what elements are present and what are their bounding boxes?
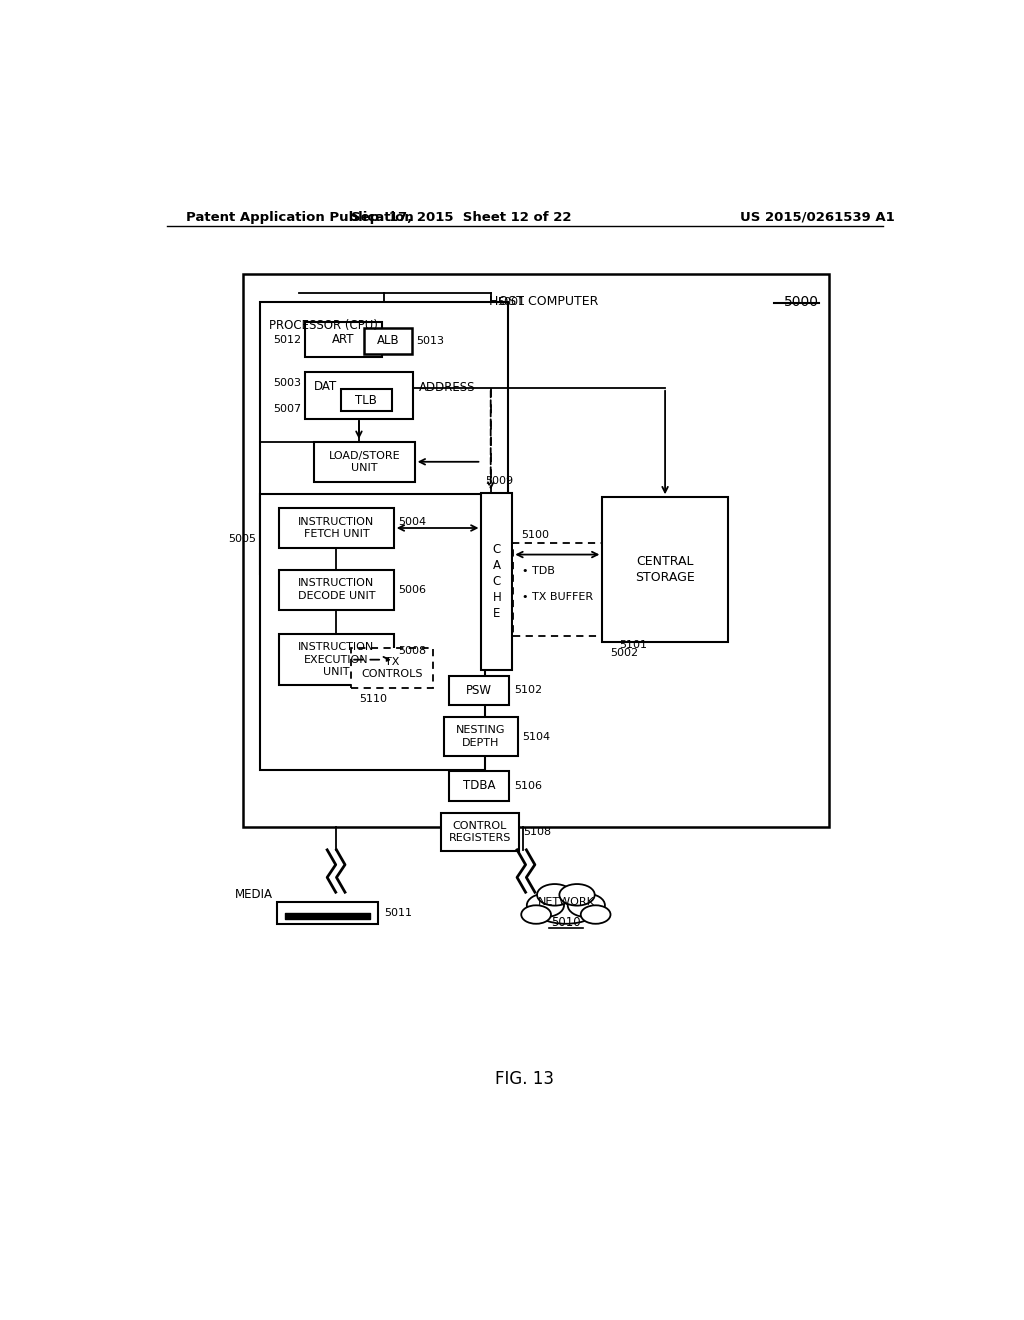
Text: DAT: DAT xyxy=(314,380,337,393)
Bar xyxy=(305,322,382,358)
Text: HOST COMPUTER: HOST COMPUTER xyxy=(489,296,598,309)
Bar xyxy=(513,544,615,636)
Text: C
A
C
H
E: C A C H E xyxy=(493,543,502,619)
Text: PSW: PSW xyxy=(466,684,493,697)
Text: 5010: 5010 xyxy=(551,916,581,929)
Bar xyxy=(365,327,413,354)
Text: 5012: 5012 xyxy=(272,335,301,345)
Bar xyxy=(276,903,378,924)
Text: NETWORK: NETWORK xyxy=(538,898,594,907)
Text: 5102: 5102 xyxy=(514,685,542,694)
Ellipse shape xyxy=(581,906,610,924)
Bar xyxy=(280,570,394,610)
Text: 5006: 5006 xyxy=(397,585,426,594)
Text: 5009: 5009 xyxy=(485,477,513,487)
Text: Sep. 17, 2015  Sheet 12 of 22: Sep. 17, 2015 Sheet 12 of 22 xyxy=(351,211,571,224)
Text: 5011: 5011 xyxy=(384,908,412,917)
Bar xyxy=(441,813,518,851)
Text: LOAD/STORE
UNIT: LOAD/STORE UNIT xyxy=(329,450,400,473)
Text: 5000: 5000 xyxy=(784,296,819,309)
Text: US 2015/0261539 A1: US 2015/0261539 A1 xyxy=(740,211,895,224)
Text: INSTRUCTION
DECODE UNIT: INSTRUCTION DECODE UNIT xyxy=(298,578,375,601)
Bar xyxy=(351,648,432,688)
Text: ADDRESS: ADDRESS xyxy=(420,381,476,395)
Text: 5001: 5001 xyxy=(497,297,525,308)
Text: INSTRUCTION
FETCH UNIT: INSTRUCTION FETCH UNIT xyxy=(298,517,375,539)
Text: INSTRUCTION
EXECUTION
UNIT: INSTRUCTION EXECUTION UNIT xyxy=(298,643,375,677)
Bar xyxy=(449,771,509,800)
Ellipse shape xyxy=(559,884,595,906)
Text: 5101: 5101 xyxy=(620,640,647,649)
Text: 5110: 5110 xyxy=(359,694,387,704)
Text: ALB: ALB xyxy=(377,334,399,347)
Text: • TDB: • TDB xyxy=(522,566,555,576)
Bar xyxy=(260,302,508,574)
Text: 5004: 5004 xyxy=(397,517,426,527)
Text: NESTING
DEPTH: NESTING DEPTH xyxy=(457,726,506,748)
Ellipse shape xyxy=(526,894,564,917)
Text: 5003: 5003 xyxy=(272,379,301,388)
Text: Patent Application Publication: Patent Application Publication xyxy=(186,211,414,224)
Bar xyxy=(243,275,828,826)
Text: MEDIA: MEDIA xyxy=(234,888,273,902)
Bar xyxy=(444,718,518,756)
Ellipse shape xyxy=(534,894,598,924)
Text: 5008: 5008 xyxy=(397,647,426,656)
Text: 5104: 5104 xyxy=(522,731,551,742)
Text: TDBA: TDBA xyxy=(463,779,496,792)
Text: 5106: 5106 xyxy=(514,781,542,791)
Text: PROCESSOR (CPU): PROCESSOR (CPU) xyxy=(269,318,378,331)
Ellipse shape xyxy=(521,906,551,924)
Text: CENTRAL
STORAGE: CENTRAL STORAGE xyxy=(635,556,695,583)
Bar xyxy=(280,508,394,548)
Bar xyxy=(314,442,415,482)
Text: CONTROL
REGISTERS: CONTROL REGISTERS xyxy=(449,821,511,843)
Text: 5100: 5100 xyxy=(521,529,549,540)
Text: TLB: TLB xyxy=(355,393,377,407)
Text: 5108: 5108 xyxy=(523,828,551,837)
Text: • TX BUFFER: • TX BUFFER xyxy=(522,593,594,602)
Text: 5005: 5005 xyxy=(228,533,256,544)
Text: TX
CONTROLS: TX CONTROLS xyxy=(361,657,423,680)
Text: 5007: 5007 xyxy=(272,404,301,414)
Bar xyxy=(260,494,484,770)
Text: ART: ART xyxy=(332,333,354,346)
Ellipse shape xyxy=(537,884,572,906)
Bar xyxy=(481,492,512,669)
Text: 5002: 5002 xyxy=(610,648,638,657)
Bar xyxy=(449,676,509,705)
Text: 5013: 5013 xyxy=(417,335,444,346)
Bar xyxy=(341,389,391,411)
Bar xyxy=(602,498,728,642)
Text: FIG. 13: FIG. 13 xyxy=(496,1069,554,1088)
Bar xyxy=(280,635,394,685)
Ellipse shape xyxy=(567,894,605,917)
Bar xyxy=(305,372,414,418)
